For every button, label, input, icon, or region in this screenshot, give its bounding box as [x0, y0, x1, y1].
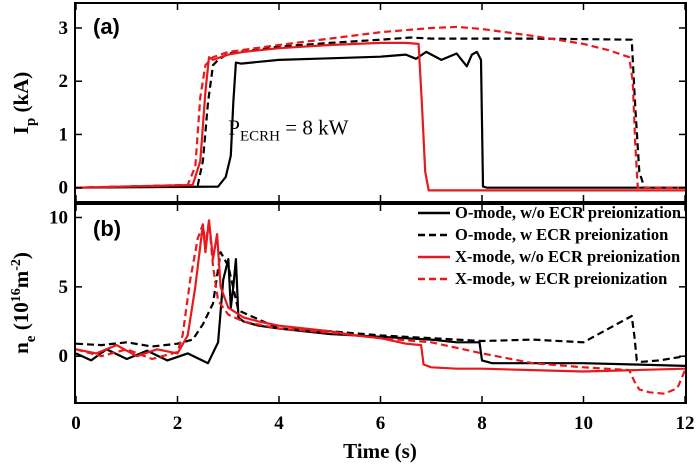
- panel-b-ytick-label: 10: [49, 207, 68, 228]
- power-annotation: PECRH = 8 kW: [228, 115, 348, 144]
- panel-a-series-line-4: [75, 25, 685, 189]
- panel-b-label: (b): [93, 216, 121, 241]
- panel-a-frame: [74, 2, 687, 203]
- panel-a-label: (a): [93, 14, 120, 39]
- panel-a-ytick-label: 1: [59, 124, 69, 145]
- legend-entry-4: X-mode, w ECR preionization: [455, 269, 667, 288]
- panel-b-ytick-label: 0: [59, 346, 69, 367]
- panel-b-series: [75, 219, 687, 395]
- panel-a-ytick-label: 0: [59, 178, 69, 199]
- panel-a-ylabel: Ip (kA): [9, 72, 39, 135]
- panel-a-ytick-label: 3: [59, 18, 69, 39]
- panel-a-series-line-2: [75, 36, 685, 189]
- panel-b-xticks: 0 2 4 6 8 10 12: [71, 204, 695, 434]
- panel-b: 0 5 10 0 2 4 6 8 10 12 (b) ne (1016m-2) Time (s)…: [9, 203, 695, 463]
- x-tick-label: 12: [676, 413, 695, 434]
- panel-b-yticks: 0 5 10: [49, 207, 686, 367]
- panel-a-ytick-label: 2: [59, 71, 69, 92]
- panel-b-ylabel: ne (1016m-2): [9, 252, 39, 354]
- panel-a-series: [75, 25, 685, 192]
- x-tick-label: 6: [376, 413, 386, 434]
- legend: O-mode, w/o ECR preionization O-mode, w E…: [418, 203, 681, 288]
- legend-entry-3: X-mode, w/o ECR preionization: [455, 247, 680, 266]
- legend-entry-2: O-mode, w ECR preionization: [455, 225, 668, 244]
- panel-a-series-line-1: [75, 50, 685, 189]
- panel-b-series-line-3: [75, 219, 686, 373]
- x-tick-label: 4: [274, 413, 284, 434]
- panel-a-series-line-3: [75, 41, 685, 192]
- x-tick-label: 10: [574, 413, 593, 434]
- panel-a: 0 1 2 3 (a) Ip (kA) PECRH = 8 kW: [9, 2, 687, 203]
- panel-b-ytick-label: 5: [59, 277, 69, 298]
- x-tick-label: 8: [477, 413, 487, 434]
- x-tick-label: 0: [71, 413, 81, 434]
- x-tick-label: 2: [173, 413, 183, 434]
- x-axis-label: Time (s): [343, 439, 417, 463]
- panel-a-yticks: 0 1 2 3: [59, 3, 686, 202]
- legend-entry-1: O-mode, w/o ECR preionization: [455, 203, 681, 222]
